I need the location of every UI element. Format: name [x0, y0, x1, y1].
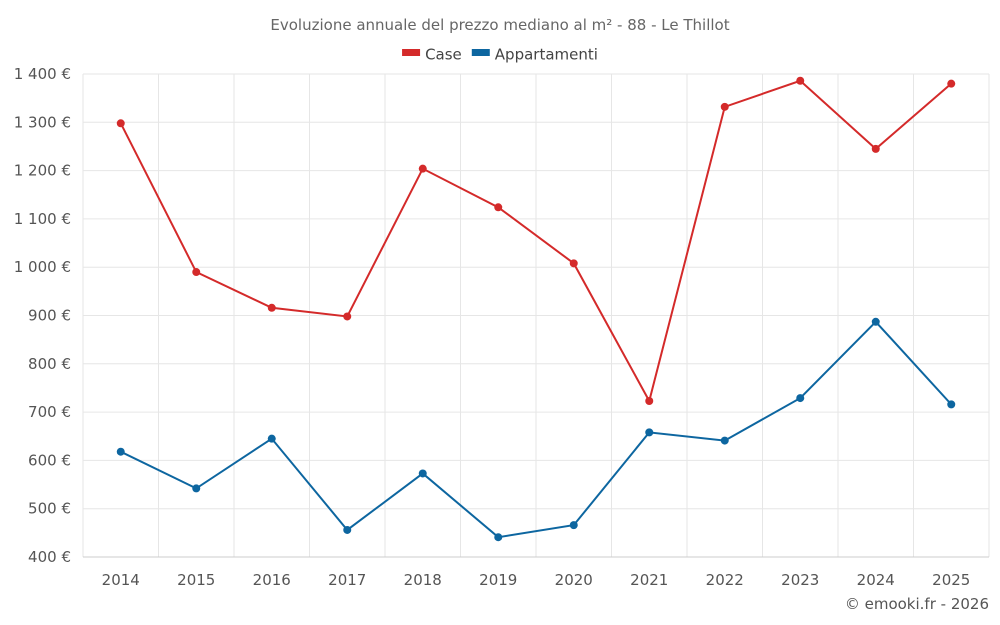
- legend-item-case[interactable]: Case: [402, 46, 462, 64]
- data-point-case[interactable]: [947, 79, 956, 88]
- y-tick-label: 1 300 €: [14, 113, 71, 131]
- y-tick-label: 600 €: [28, 451, 71, 469]
- data-point-case[interactable]: [343, 312, 352, 321]
- data-point-appartamenti[interactable]: [796, 394, 805, 403]
- legend-item-appartamenti[interactable]: Appartamenti: [471, 46, 598, 64]
- credit-text: © emooki.fr - 2026: [845, 595, 989, 613]
- data-point-case[interactable]: [494, 203, 503, 212]
- series-group: [116, 76, 956, 542]
- data-point-case[interactable]: [796, 76, 805, 85]
- data-point-appartamenti[interactable]: [871, 317, 880, 326]
- x-tick-label: 2023: [781, 571, 819, 589]
- x-tick-label: 2016: [253, 571, 291, 589]
- data-point-appartamenti[interactable]: [418, 469, 427, 478]
- legend-label: Appartamenti: [495, 46, 598, 64]
- data-point-appartamenti[interactable]: [343, 525, 352, 534]
- x-tick-label: 2018: [404, 571, 442, 589]
- data-point-appartamenti[interactable]: [494, 533, 503, 542]
- y-gridlines: [83, 73, 989, 510]
- x-tick-label: 2017: [328, 571, 366, 589]
- y-tick-label: 500 €: [28, 500, 71, 518]
- x-tick-label: 2015: [177, 571, 215, 589]
- y-tick-label: 1 100 €: [14, 210, 71, 228]
- y-tick-label: 1 400 €: [14, 65, 71, 83]
- y-tick-label: 1 200 €: [14, 162, 71, 180]
- data-point-case[interactable]: [720, 102, 729, 111]
- x-tick-label: 2021: [630, 571, 668, 589]
- x-tick-label: 2025: [932, 571, 970, 589]
- chart-title: Evoluzione annuale del prezzo mediano al…: [270, 16, 729, 34]
- data-point-appartamenti[interactable]: [192, 484, 201, 493]
- legend-label: Case: [425, 46, 462, 64]
- data-point-case[interactable]: [569, 259, 578, 268]
- x-tick-label: 2014: [102, 571, 140, 589]
- legend: Case Appartamenti: [402, 46, 598, 64]
- x-tick-label: 2019: [479, 571, 517, 589]
- y-tick-label: 400 €: [28, 548, 71, 566]
- data-point-appartamenti[interactable]: [569, 521, 578, 530]
- data-point-appartamenti[interactable]: [947, 400, 956, 409]
- data-point-case[interactable]: [267, 303, 276, 312]
- data-point-case[interactable]: [871, 144, 880, 153]
- legend-swatch: [471, 49, 490, 56]
- y-tick-label: 800 €: [28, 355, 71, 373]
- data-point-appartamenti[interactable]: [267, 434, 276, 443]
- series-line-appartamenti: [120, 320, 952, 539]
- data-point-case[interactable]: [192, 268, 201, 277]
- x-axis-ticks: 2014 2015 2016 2017 2018 2019 2020 2021 2022 2023…: [102, 571, 971, 589]
- data-point-case[interactable]: [418, 164, 427, 173]
- series-line-case: [119, 79, 952, 404]
- y-tick-label: 1 000 €: [14, 258, 71, 276]
- y-tick-label: 700 €: [28, 403, 71, 421]
- data-point-appartamenti[interactable]: [645, 428, 654, 437]
- legend-swatch: [402, 49, 421, 56]
- data-point-case[interactable]: [645, 396, 654, 405]
- y-tick-label: 900 €: [28, 307, 71, 325]
- x-tick-label: 2022: [706, 571, 744, 589]
- y-axis-ticks: 400 € 500 € 600 € 700 € 800 € 900 € 1 000 € 1 1…: [14, 65, 71, 566]
- x-tick-label: 2020: [555, 571, 593, 589]
- data-point-appartamenti[interactable]: [116, 447, 125, 456]
- x-tick-label: 2024: [857, 571, 895, 589]
- data-point-case[interactable]: [116, 119, 125, 128]
- data-point-appartamenti[interactable]: [720, 436, 729, 445]
